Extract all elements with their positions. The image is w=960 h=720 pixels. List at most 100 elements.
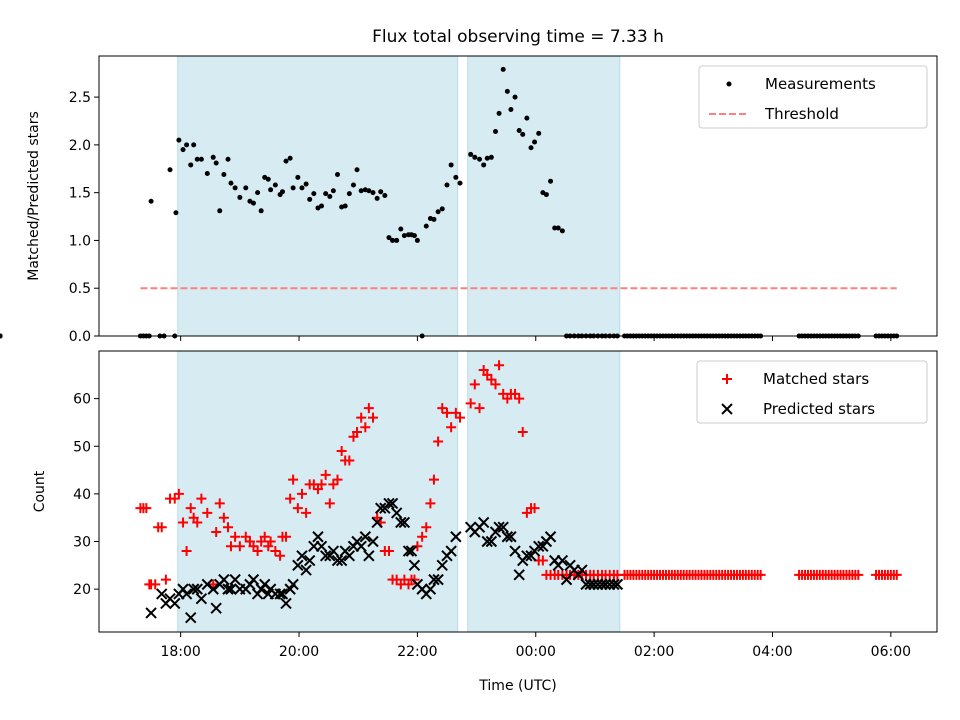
x-tick-label: 00:00 (516, 644, 556, 660)
bottom-x-axis: 18:00 20:00 22:00 00:00 02:00 04:00 06:00 (160, 632, 911, 660)
predicted-star-point (428, 573, 440, 586)
matched-star-point (441, 407, 452, 418)
measurement-point (221, 171, 227, 177)
predicted-star-point (390, 507, 403, 519)
matched-star-point (178, 517, 189, 528)
predicted-star-point (588, 578, 600, 591)
measurement-point (330, 188, 336, 194)
bottom-y-axis-label: Count (32, 470, 48, 512)
predicted-star-point (327, 545, 340, 557)
bottom-y-tick-label: 50 (73, 439, 91, 455)
predicted-star-point (497, 521, 509, 533)
matched-star-point (409, 574, 420, 585)
matched-star-point (363, 403, 374, 414)
legend-marker-measurements (726, 81, 732, 87)
measurement-point (311, 191, 317, 197)
top-y-tick-label: 1.5 (69, 186, 91, 202)
bottom-y-tick-label: 20 (73, 582, 91, 598)
matched-star-point (344, 455, 355, 466)
top-y-axis-label: Matched/Predicted stars (26, 111, 42, 281)
measurement-point (414, 237, 420, 243)
matched-star-point (417, 531, 428, 542)
top-shaded-interval-2 (467, 55, 621, 337)
bottom-y-tick-label: 60 (73, 392, 91, 408)
predicted-star-point (312, 531, 324, 543)
measurement-point (448, 162, 454, 168)
measurement-point (508, 107, 514, 113)
predicted-star-point (599, 578, 612, 591)
predicted-star-point (367, 535, 379, 548)
legend-marker-matched (722, 374, 732, 384)
top-y-tick-label: 1.0 (69, 233, 91, 249)
legend-label: Predicted stars (763, 400, 875, 418)
top-legend: Measurements Threshold (698, 65, 928, 129)
matched-star-point (208, 579, 219, 590)
matched-star-point (288, 474, 299, 485)
top-axes-frame (98, 55, 938, 337)
measurement-point (295, 174, 301, 180)
predicted-star-point (481, 535, 493, 548)
measurement-point (287, 155, 293, 161)
matched-star-point (156, 522, 167, 533)
top-panel: 0.0 0.5 1.0 1.5 2.0 2.5 Flux total observing … (0, 27, 938, 345)
x-tick-label: 02:00 (634, 644, 674, 660)
measurement-point (453, 174, 459, 180)
matched-star-point (421, 522, 432, 533)
matched-star-point (181, 546, 192, 557)
matched-star-point (853, 569, 864, 580)
legend-label: Measurements (765, 75, 876, 93)
matched-star-point (465, 398, 476, 409)
measurement-point (204, 171, 210, 177)
x-tick-label: 22:00 (397, 644, 437, 660)
predicted-star-point (145, 607, 157, 619)
measurement-point (319, 203, 325, 209)
measurement-point (243, 185, 249, 191)
matched-star-point (252, 546, 263, 557)
predicted-star-point (408, 559, 421, 572)
measurement-point (250, 200, 256, 206)
top-y-tick-label: 2.5 (69, 90, 91, 106)
predicted-star-point (402, 545, 415, 557)
bottom-plot-area (135, 360, 902, 624)
top-y-tick-label: 2.0 (69, 138, 91, 154)
matched-star-point (285, 493, 296, 504)
matched-star-point (469, 379, 480, 390)
bottom-y-tick-label: 40 (73, 487, 91, 503)
predicted-star-point (556, 554, 569, 567)
matched-star-point (537, 555, 548, 566)
predicted-star-point (355, 540, 367, 552)
x-tick-label: 20:00 (279, 644, 319, 660)
x-tick-label: 04:00 (752, 644, 792, 660)
measurement-point (411, 233, 417, 239)
matched-star-point (494, 360, 505, 371)
measurement-point (543, 192, 549, 198)
measurement-point (217, 208, 223, 214)
bottom-panel: 20 30 40 50 60 18:00 20:00 22:00 00:00 02:00 04:0… (32, 350, 938, 694)
measurement-point (504, 88, 510, 94)
measurement-point (484, 155, 490, 161)
predicted-star-point (169, 597, 181, 610)
predicted-star-point (424, 583, 437, 595)
predicted-star-point (398, 516, 411, 529)
predicted-star-point (395, 516, 407, 529)
measurement-point (555, 225, 561, 231)
matched-star-point (160, 574, 171, 585)
bottom-y-axis: 20 30 40 50 60 (73, 392, 99, 598)
matched-star-point (455, 412, 466, 423)
bottom-axes-frame (98, 350, 938, 633)
matched-star-point (265, 536, 276, 547)
measurement-point (228, 180, 234, 186)
matched-star-point (891, 569, 902, 580)
measurement-point (272, 182, 278, 188)
measurement-point (290, 185, 296, 191)
matched-star-point (218, 512, 229, 523)
measurement-point (382, 193, 388, 199)
matched-star-point (320, 469, 331, 480)
predicted-star-point (180, 588, 193, 600)
measurement-point (148, 198, 154, 204)
matched-star-point (141, 503, 152, 514)
measurement-point (334, 171, 340, 177)
matched-star-point (490, 379, 501, 390)
matched-star-point (428, 474, 439, 485)
measurement-point (237, 194, 243, 200)
